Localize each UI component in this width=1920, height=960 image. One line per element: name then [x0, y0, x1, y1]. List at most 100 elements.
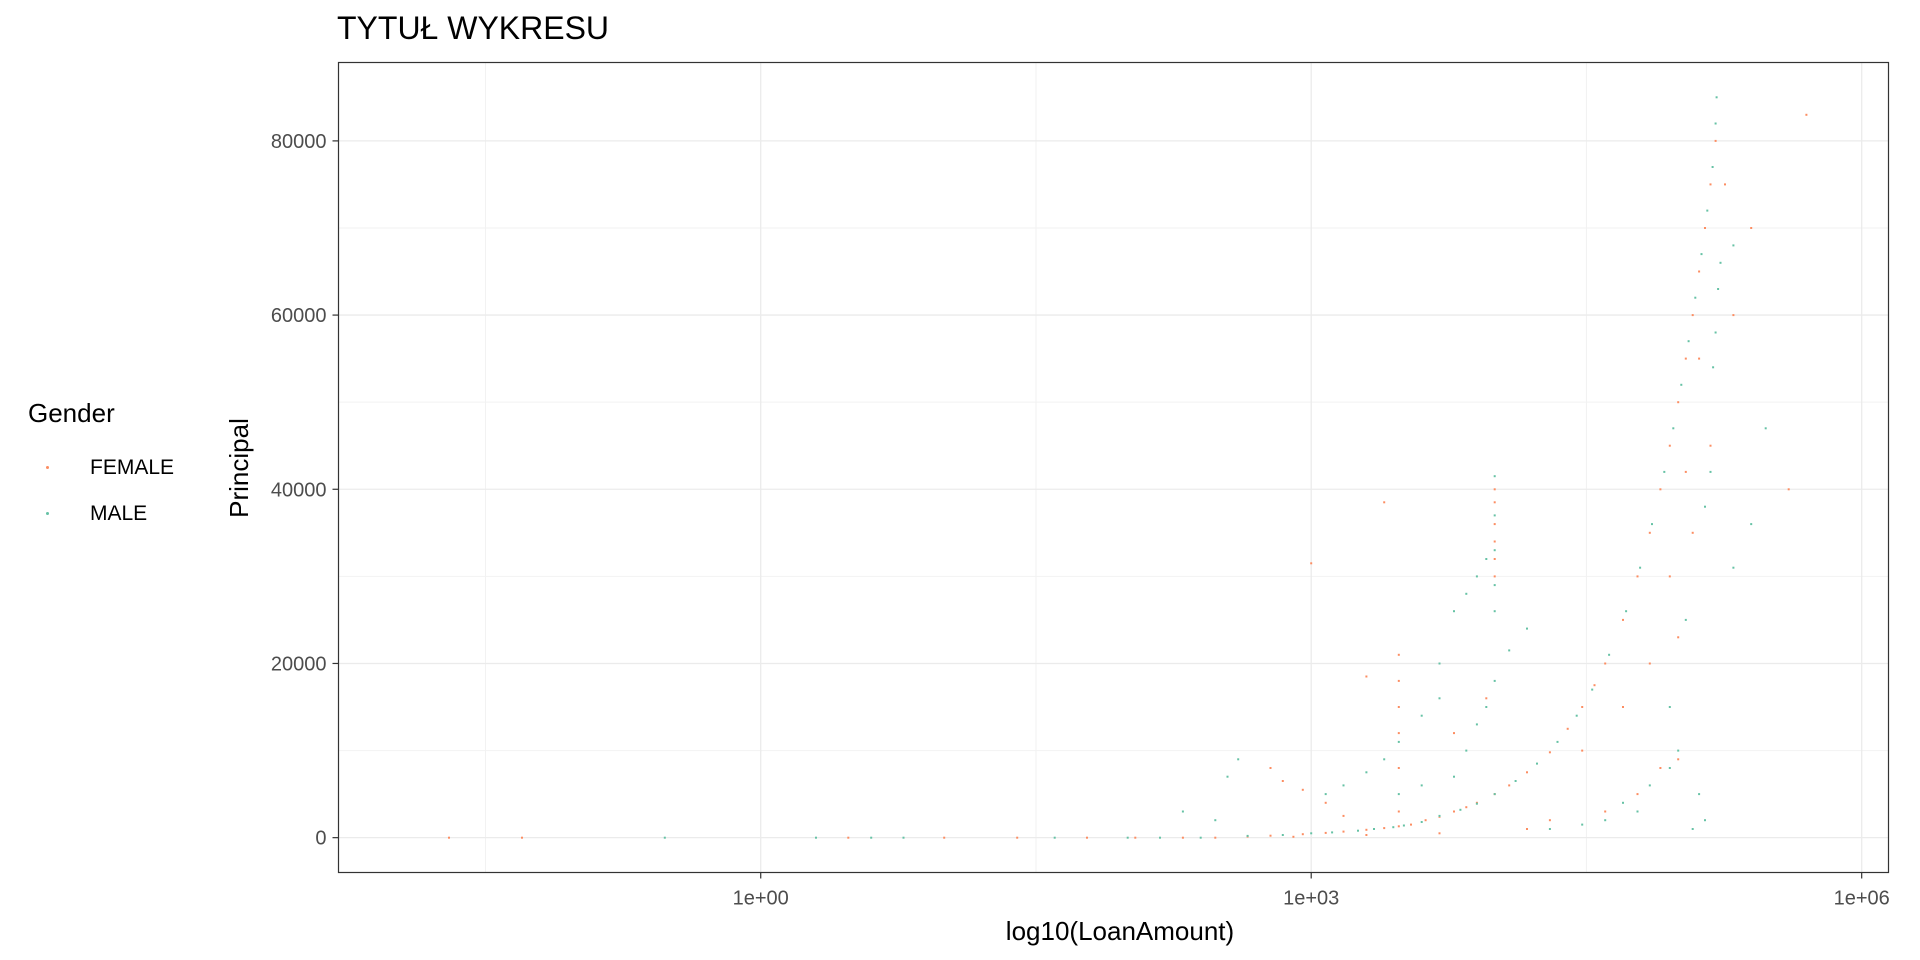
data-point: [1301, 788, 1304, 791]
data-point: [1493, 501, 1496, 504]
series-female: [448, 113, 1808, 839]
data-point: [1485, 697, 1488, 700]
data-point: [1365, 675, 1368, 678]
data-point: [1493, 514, 1496, 517]
data-point: [1684, 618, 1687, 621]
major-gridlines: [338, 62, 1889, 873]
data-point: [1526, 627, 1528, 630]
data-point: [1514, 780, 1517, 782]
data-point: [1438, 697, 1441, 700]
data-point: [1704, 505, 1706, 508]
data-point: [1459, 808, 1462, 811]
data-point: [1680, 383, 1683, 386]
data-point: [1750, 523, 1753, 526]
data-point: [1711, 166, 1714, 168]
data-point: [1698, 357, 1701, 360]
data-point: [1717, 288, 1720, 290]
legend-dot-female: [46, 466, 49, 469]
data-point: [1805, 113, 1808, 116]
x-tick-label: 1e+03: [1283, 888, 1339, 910]
data-point: [815, 836, 817, 839]
legend-title: Gender: [28, 398, 115, 428]
data-point: [1648, 784, 1651, 787]
data-point: [1548, 751, 1551, 754]
data-point: [1281, 834, 1284, 836]
legend-dot-male: [46, 512, 49, 515]
data-point: [1493, 584, 1496, 587]
data-point: [1453, 775, 1455, 778]
data-point: [1659, 488, 1662, 491]
data-point: [1704, 819, 1706, 822]
data-point: [1732, 244, 1735, 247]
data-point: [1714, 122, 1717, 125]
y-axis-title: Principal: [224, 418, 254, 518]
data-point: [1016, 836, 1019, 839]
data-point: [1608, 653, 1611, 656]
data-point: [1648, 662, 1651, 665]
data-point: [943, 836, 946, 839]
y-axis: 0 20000 40000 60000 80000: [271, 131, 339, 850]
data-point: [1301, 833, 1304, 836]
chart-title: TYTUŁ WYKRESU: [337, 10, 610, 46]
legend-item-male: MALE: [28, 491, 174, 537]
data-point: [1485, 706, 1488, 708]
data-point: [1604, 819, 1607, 822]
data-point: [1269, 767, 1272, 769]
data-point: [1410, 823, 1412, 826]
data-point: [1677, 636, 1680, 639]
data-point: [1373, 828, 1375, 830]
data-point: [1714, 331, 1717, 334]
data-point: [1159, 836, 1161, 839]
data-point: [1556, 740, 1559, 743]
legend-label-male: MALE: [90, 502, 148, 525]
data-point: [1663, 470, 1666, 473]
data-point: [1691, 314, 1694, 317]
data-point: [1648, 531, 1651, 534]
data-point: [1668, 706, 1671, 708]
data-point: [1698, 793, 1701, 796]
data-point: [1493, 540, 1496, 543]
data-point: [1424, 819, 1427, 822]
data-point: [1548, 819, 1551, 822]
data-point: [1438, 814, 1441, 817]
data-point: [1493, 549, 1496, 552]
data-point: [1310, 562, 1313, 565]
data-point: [1668, 444, 1671, 447]
data-point: [1269, 834, 1272, 837]
y-tick-label: 60000: [271, 305, 327, 327]
data-point: [1493, 523, 1496, 526]
data-point: [1712, 366, 1715, 369]
data-point: [1698, 270, 1701, 273]
data-point: [1453, 810, 1455, 813]
data-point: [1475, 723, 1478, 726]
data-point: [1659, 767, 1662, 769]
data-point: [1310, 832, 1313, 835]
data-point: [1397, 793, 1400, 796]
data-point: [1668, 767, 1671, 769]
data-point: [1465, 806, 1468, 809]
data-point: [1342, 784, 1345, 787]
data-point: [1508, 649, 1511, 652]
data-point: [1465, 592, 1468, 595]
legend-key-male: [28, 494, 68, 534]
data-point: [1593, 684, 1596, 687]
data-point: [870, 836, 873, 839]
data-point: [1392, 826, 1395, 829]
x-tick-label: 1e+06: [1834, 888, 1890, 910]
data-point: [1365, 771, 1368, 774]
data-point: [1226, 775, 1229, 778]
data-point: [1526, 771, 1528, 774]
data-point: [1493, 575, 1496, 578]
data-point: [1402, 824, 1405, 827]
data-point: [1536, 762, 1538, 765]
data-point: [1086, 836, 1088, 839]
data-point: [1420, 714, 1423, 717]
data-point: [1548, 828, 1551, 830]
x-axis: 1e+00 1e+03 1e+06: [733, 872, 1890, 910]
data-point: [1420, 784, 1423, 787]
y-tick-label: 0: [315, 828, 326, 850]
data-point: [1715, 96, 1718, 99]
data-point: [448, 836, 450, 839]
data-point: [1420, 821, 1423, 823]
data-point: [1214, 836, 1217, 839]
